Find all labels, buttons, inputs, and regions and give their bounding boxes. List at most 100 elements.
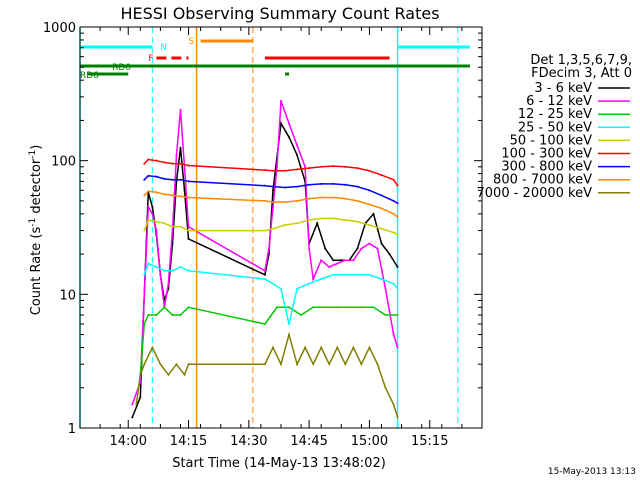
data-point	[308, 183, 311, 186]
data-point	[155, 159, 158, 162]
data-point	[187, 180, 190, 183]
data-point	[263, 269, 266, 272]
legend-label: 300 - 800 keV	[501, 160, 592, 175]
data-point	[392, 231, 395, 234]
data-point	[396, 202, 399, 205]
data-point	[147, 206, 150, 209]
chart-title: HESSI Observing Summary Count Rates	[120, 4, 439, 23]
data-point	[356, 220, 359, 223]
data-point	[187, 363, 190, 366]
data-point	[332, 182, 335, 185]
data-point	[308, 247, 311, 250]
legend-label: 3 - 6 keV	[534, 81, 592, 96]
legend-header: FDecim 3, Att 0	[531, 66, 632, 81]
y-tick-label: 10	[59, 288, 76, 303]
data-point	[344, 183, 347, 186]
data-point	[396, 233, 399, 236]
data-point	[280, 99, 282, 102]
data-point	[300, 314, 303, 317]
data-point	[368, 224, 371, 227]
data-point	[332, 165, 335, 168]
data-point	[179, 314, 182, 317]
data-point	[284, 224, 287, 227]
data-point	[304, 346, 307, 349]
data-point	[155, 220, 158, 223]
y-axis-label-part: Count Rate (s	[29, 227, 44, 316]
data-point	[368, 242, 371, 245]
legend-label: 6 - 12 keV	[526, 94, 592, 109]
data-point	[376, 247, 379, 250]
data-point	[396, 215, 399, 218]
data-point	[267, 247, 270, 250]
data-point	[143, 322, 146, 325]
data-point	[344, 218, 347, 221]
data-point	[171, 314, 174, 317]
data-point	[183, 189, 186, 192]
data-point	[320, 259, 323, 262]
data-point	[263, 273, 266, 276]
data-point	[271, 201, 274, 204]
data-point	[336, 262, 339, 265]
data-point	[296, 185, 299, 188]
x-axis-label: Start Time (14-May-13 13:48:02)	[172, 456, 386, 471]
data-point	[271, 185, 274, 188]
data-point	[163, 161, 166, 164]
data-point	[171, 229, 174, 232]
data-point	[352, 346, 355, 349]
data-point	[360, 247, 363, 250]
data-point	[179, 195, 182, 198]
data-point	[288, 333, 291, 336]
data-point	[284, 169, 287, 172]
y-tick-label: 100	[51, 155, 76, 170]
data-point	[312, 363, 315, 366]
series-line	[143, 175, 398, 204]
data-point	[280, 363, 282, 366]
data-point	[187, 269, 190, 272]
data-point	[187, 225, 190, 228]
data-point	[151, 212, 154, 215]
series-line	[143, 217, 398, 236]
legend: Det 1,3,5,6,7,9,FDecim 3, Att 03 - 6 keV…	[477, 53, 632, 201]
data-point	[396, 184, 399, 187]
data-point	[308, 167, 311, 170]
data-point	[296, 222, 299, 225]
legend-label: 12 - 25 keV	[518, 107, 592, 122]
axes: 14:00 14:15 14:30 14:45 15:00 15:15 1 10 100 1000	[43, 21, 483, 449]
data-point	[163, 177, 166, 180]
data-point	[332, 196, 335, 199]
data-point	[155, 191, 158, 194]
data-point	[360, 363, 363, 366]
y-axis-label: Count Rate (s-1 detector-1)	[28, 145, 44, 316]
data-point	[131, 416, 134, 419]
data-point	[263, 169, 266, 172]
timestamp: 15-May-2013 13:13	[548, 467, 636, 477]
data-point	[275, 165, 278, 168]
data-point	[332, 259, 335, 262]
y-axis-label-part: )	[29, 145, 44, 150]
data-point	[171, 162, 174, 165]
data-point	[392, 403, 395, 406]
data-point	[263, 229, 266, 232]
data-point	[396, 287, 399, 290]
data-point	[143, 162, 146, 165]
data-point	[344, 165, 347, 168]
data-point	[344, 363, 347, 366]
data-point	[179, 146, 182, 149]
x-tick-label: 14:45	[290, 434, 327, 449]
legend-label: 800 - 7000 keV	[493, 173, 592, 188]
data-point	[392, 282, 395, 285]
legend-header: Det 1,3,5,6,7,9,	[530, 53, 632, 68]
data-point	[304, 165, 307, 168]
data-point	[396, 416, 399, 419]
data-point	[380, 174, 383, 177]
data-point	[183, 373, 186, 376]
data-point	[147, 314, 150, 317]
series-line	[135, 331, 399, 418]
data-point	[179, 266, 182, 269]
data-point	[151, 206, 154, 209]
data-point	[147, 158, 150, 161]
data-point	[167, 282, 170, 285]
legend-label: 7000 - 20000 keV	[477, 186, 593, 201]
rd6-flag-label: RD6	[80, 71, 99, 81]
data-point	[163, 306, 166, 309]
